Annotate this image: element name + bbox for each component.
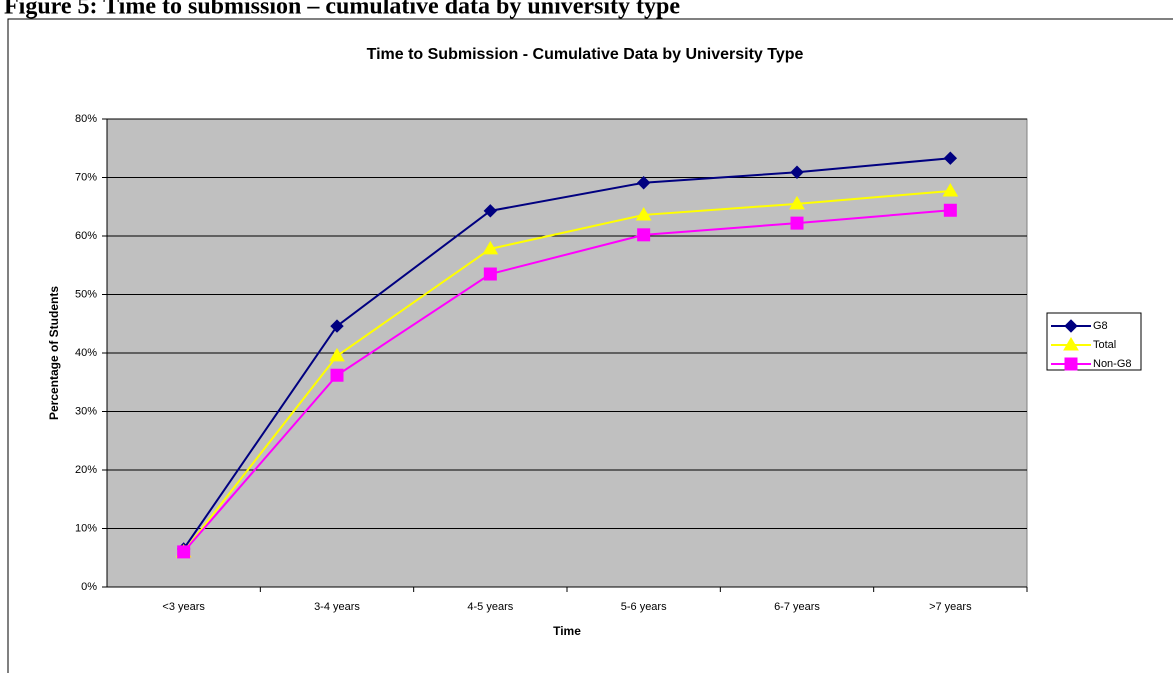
- y-tick-label: 40%: [75, 347, 97, 359]
- data-point: [942, 182, 959, 197]
- x-tick-label: 6-7 years: [774, 601, 820, 613]
- data-point: [790, 216, 804, 230]
- legend-label: Total: [1093, 339, 1116, 351]
- y-tick-label: 10%: [75, 522, 97, 534]
- x-axis-label: Time: [553, 624, 581, 638]
- figure-caption: Figure 5: Time to submission – cumulativ…: [4, 0, 680, 20]
- x-tick-label: 3-4 years: [314, 601, 360, 613]
- legend: [1046, 312, 1142, 371]
- x-tick-label: 5-6 years: [621, 601, 667, 613]
- y-axis-label: Percentage of Students: [47, 286, 61, 420]
- data-point: [330, 319, 344, 333]
- data-point: [330, 368, 344, 382]
- data-point: [482, 240, 499, 255]
- data-point: [943, 203, 957, 217]
- x-tick-label: 4-5 years: [467, 601, 513, 613]
- series-line: [182, 157, 951, 550]
- y-tick-label: 60%: [75, 230, 97, 242]
- y-tick-label: 70%: [75, 171, 97, 183]
- chart-title: Time to Submission - Cumulative Data by …: [367, 46, 804, 63]
- data-point: [483, 204, 498, 218]
- data-point: [329, 347, 345, 362]
- data-point: [943, 151, 958, 165]
- legend-label: Non-G8: [1093, 358, 1132, 370]
- legend-marker: [1064, 319, 1078, 333]
- legend-marker: [1064, 357, 1078, 371]
- y-tick-label: 20%: [75, 464, 97, 476]
- x-tick-label: <3 years: [162, 601, 205, 613]
- data-point: [177, 545, 191, 559]
- legend-label: G8: [1093, 320, 1108, 332]
- series-line: [182, 209, 951, 553]
- data-point: [790, 165, 804, 179]
- series-line: [182, 189, 951, 553]
- chart-border: [7, 18, 1173, 673]
- y-tick-label: 0%: [81, 581, 97, 593]
- data-point: [483, 267, 497, 281]
- y-tick-label: 50%: [75, 288, 97, 300]
- data-point: [635, 206, 652, 221]
- data-point: [789, 195, 805, 210]
- data-point: [637, 228, 651, 242]
- legend-marker: [1063, 337, 1079, 351]
- y-tick-label: 80%: [75, 113, 97, 125]
- y-tick-label: 30%: [75, 405, 97, 417]
- data-point: [636, 176, 651, 190]
- x-tick-label: >7 years: [929, 601, 972, 613]
